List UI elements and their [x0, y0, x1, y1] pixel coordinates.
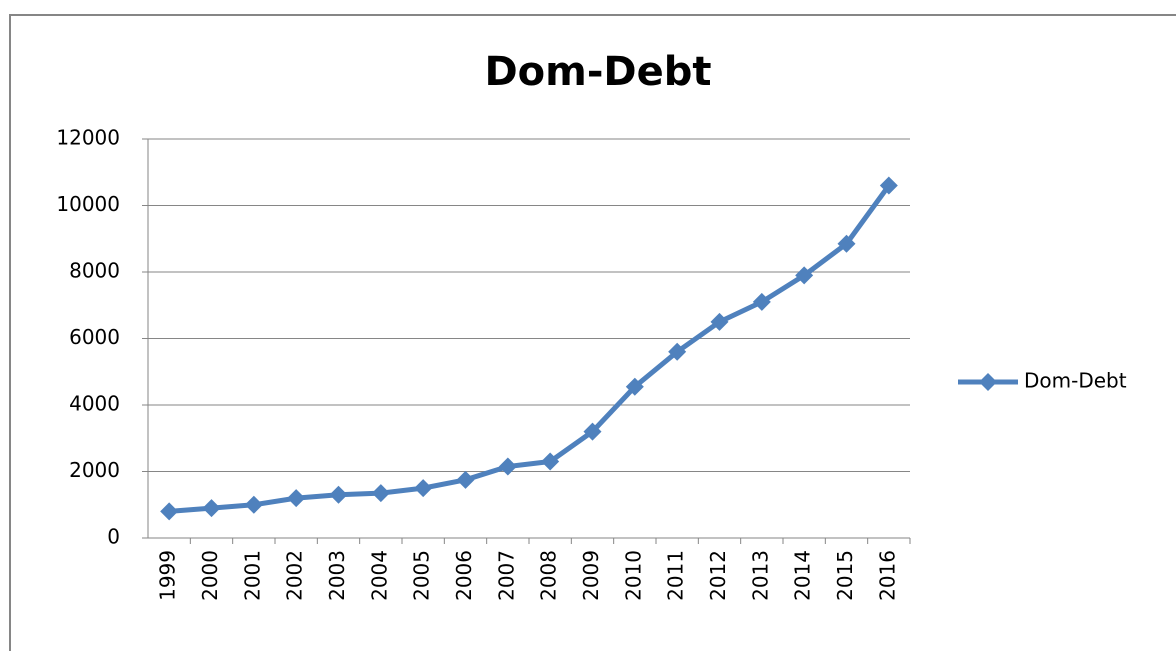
x-tick-label: 2001	[240, 550, 264, 601]
x-tick-label: 2010	[621, 550, 645, 601]
data-marker	[371, 484, 390, 503]
data-marker	[668, 342, 687, 361]
data-marker	[837, 234, 856, 253]
data-marker	[202, 499, 221, 518]
data-marker	[329, 485, 348, 504]
data-marker	[795, 266, 814, 285]
data-marker	[710, 312, 729, 331]
data-marker	[625, 377, 644, 396]
data-marker	[541, 452, 560, 471]
legend-label: Dom-Debt	[1024, 369, 1127, 393]
x-tick-label: 2005	[410, 550, 434, 601]
y-tick-label: 8000	[69, 259, 120, 283]
x-tick-label: 2003	[325, 550, 349, 601]
data-marker	[244, 495, 263, 514]
data-marker	[879, 176, 898, 195]
data-marker	[498, 457, 517, 476]
x-tick-label: 2011	[664, 550, 688, 601]
chart-frame	[9, 14, 1176, 651]
x-tick-label: 2000	[198, 550, 222, 601]
y-tick-label: 2000	[69, 458, 120, 482]
legend-marker	[979, 373, 997, 391]
chart-title: Dom-Debt	[484, 49, 711, 95]
x-tick-label: 2012	[706, 550, 730, 601]
x-tick-label: 2006	[452, 550, 476, 601]
x-tick-label: 2009	[579, 550, 603, 601]
x-tick-label: 2008	[537, 550, 561, 601]
x-tick-label: 2013	[748, 550, 772, 601]
x-tick-label: 2015	[833, 550, 857, 601]
data-marker	[752, 292, 771, 311]
data-marker	[456, 470, 475, 489]
x-tick-label: 2014	[791, 550, 815, 601]
y-tick-label: 0	[107, 525, 120, 549]
data-marker	[414, 479, 433, 498]
x-tick-label: 1999	[156, 550, 180, 601]
data-marker	[583, 422, 602, 441]
x-tick-label: 2007	[494, 550, 518, 601]
y-tick-label: 4000	[69, 392, 120, 416]
y-tick-label: 10000	[56, 192, 120, 216]
x-tick-label: 2002	[283, 550, 307, 601]
data-marker	[160, 502, 179, 521]
data-marker	[287, 489, 306, 508]
y-tick-label: 12000	[56, 126, 120, 150]
x-tick-label: 2004	[367, 550, 391, 601]
x-tick-label: 2016	[875, 550, 899, 601]
y-tick-label: 6000	[69, 325, 120, 349]
